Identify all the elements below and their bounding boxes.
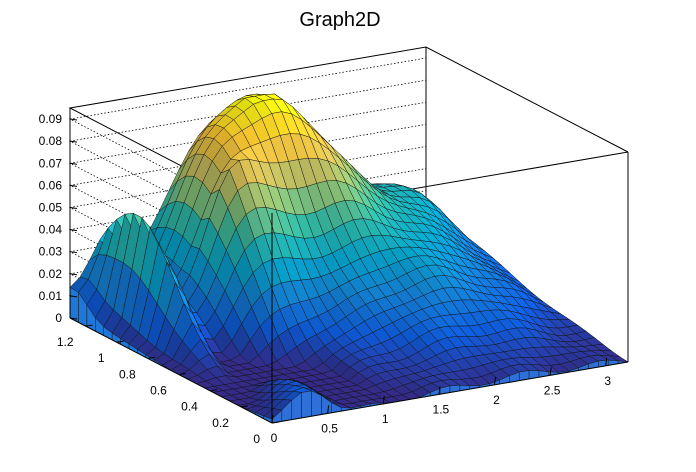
- z-tick: [69, 295, 78, 298]
- z-tick: [69, 118, 78, 121]
- z-tick-label: 0.08: [39, 134, 63, 148]
- z-tick: [69, 206, 78, 209]
- y-tick: [271, 421, 280, 424]
- z-axis: 0 0.01 0.02 0.03 0.04 0.05 0.06 0.07 0.08 0.09: [39, 112, 78, 325]
- x-tick: [605, 357, 608, 366]
- y-axis: 0 0.2 0.4 0.6 0.8 1 1.2: [57, 324, 280, 446]
- z-tick-label: 0.01: [39, 289, 63, 303]
- z-tick-label: 0.09: [39, 112, 63, 126]
- y-tick-label: 1.2: [57, 335, 74, 349]
- z-tick: [69, 317, 78, 320]
- y-tick: [209, 389, 217, 392]
- z-tick: [69, 229, 78, 232]
- y-tick: [240, 405, 248, 408]
- x-tick-label: 1.5: [433, 402, 450, 416]
- z-tick: [69, 184, 78, 187]
- x-tick: [494, 376, 496, 385]
- x-tick-label: 0.5: [321, 421, 338, 435]
- y-tick-label: 0.2: [212, 416, 229, 430]
- x-tick: [438, 386, 441, 395]
- x-tick-label: 0: [271, 431, 278, 445]
- y-tick: [147, 356, 155, 359]
- y-tick: [85, 324, 93, 327]
- z-tick: [69, 273, 78, 276]
- y-tick-label: 0.6: [150, 384, 167, 398]
- surface-skirt: [301, 390, 312, 419]
- surface-skirt: [311, 390, 322, 417]
- y-tick-label: 0.8: [119, 367, 136, 381]
- x-tick-label: 2: [493, 393, 500, 407]
- x-tick-label: 1: [382, 412, 389, 426]
- y-axis-line: [69, 317, 273, 424]
- box-top-edge: [68, 46, 629, 214]
- z-tick: [69, 251, 78, 254]
- y-tick-label: 1: [98, 351, 105, 365]
- x-tick: [327, 405, 330, 414]
- surface-skirt: [69, 286, 79, 323]
- y-tick-label: 0.4: [181, 400, 198, 414]
- chart-title: Graph2D: [299, 9, 380, 31]
- x-tick: [382, 395, 385, 404]
- y-tick-label: 0: [253, 432, 260, 446]
- z-tick-label: 0.04: [39, 223, 63, 237]
- z-tick-label: 0.03: [39, 245, 63, 259]
- surface-layer: [69, 93, 629, 424]
- z-tick-label: 0.06: [39, 178, 63, 192]
- x-tick: [549, 367, 552, 376]
- x-tick-label: 2.5: [544, 383, 561, 397]
- y-tick: [116, 340, 124, 343]
- z-tick: [69, 140, 78, 143]
- x-tick: [271, 414, 274, 424]
- y-tick: [178, 373, 186, 376]
- x-axis: 0 0.5 1 1.5 2 2.5 3: [271, 357, 611, 445]
- z-tick-label: 0: [55, 311, 62, 325]
- z-tick-label: 0.07: [39, 156, 63, 170]
- x-axis-line: [271, 361, 629, 424]
- z-tick: [69, 162, 78, 165]
- z-tick-label: 0.02: [39, 267, 63, 281]
- box-front-edges: [69, 108, 629, 424]
- x-tick-label: 3: [604, 374, 611, 388]
- z-tick-label: 0.05: [39, 200, 63, 214]
